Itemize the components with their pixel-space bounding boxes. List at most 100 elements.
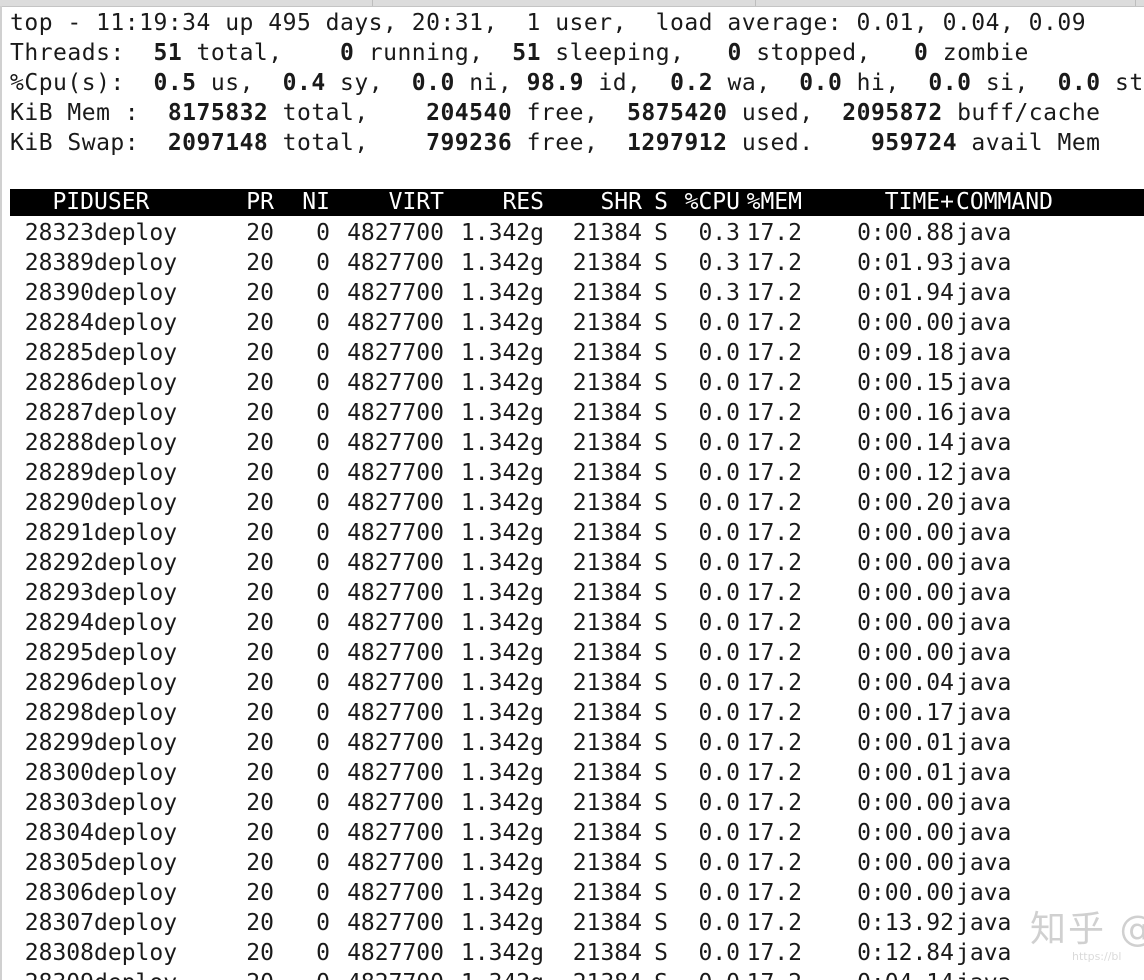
cell-time: 0:00.00 (857, 310, 954, 336)
process-row[interactable]: 28305 deploy 20 0 4827700 1.342g 21384 S 0.0 17.2… (10, 848, 1144, 878)
cell-command: java (956, 730, 1012, 756)
cell-pid: 28300 (24, 760, 94, 786)
cell-res: 1.342g (460, 760, 544, 786)
process-row[interactable]: 28299 deploy 20 0 4827700 1.342g 21384 S 0.0 17.2… (10, 728, 1144, 758)
cell-shr: 21384 (572, 490, 642, 516)
process-row[interactable]: 28390 deploy 20 0 4827700 1.342g 21384 S 0.3 17.2… (10, 278, 1144, 308)
cell-time: 0:00.20 (857, 490, 954, 516)
cell-virt: 4827700 (347, 610, 444, 636)
cpu-st-value: 0.0 (1057, 70, 1101, 96)
cell-pid: 28307 (24, 910, 94, 936)
cell-res: 1.342g (460, 880, 544, 906)
swap-used-value: 1297912 (627, 130, 728, 156)
cpu-hi-value: 0.0 (799, 70, 843, 96)
process-row[interactable]: 28292 deploy 20 0 4827700 1.342g 21384 S 0.0 17.2… (10, 548, 1144, 578)
cpu-us-label: us, (210, 70, 254, 96)
cell-pr: 20 (246, 340, 274, 366)
cell-virt: 4827700 (347, 520, 444, 546)
cell-virt: 4827700 (347, 730, 444, 756)
cell-cpu: 0.0 (698, 760, 740, 786)
process-row[interactable]: 28284 deploy 20 0 4827700 1.342g 21384 S 0.0 17.2… (10, 308, 1144, 338)
cell-mem: 17.2 (746, 490, 802, 516)
cell-pr: 20 (246, 220, 274, 246)
cell-ni: 0 (316, 730, 330, 756)
process-row[interactable]: 28300 deploy 20 0 4827700 1.342g 21384 S 0.0 17.2… (10, 758, 1144, 788)
cell-pid: 28309 (10, 968, 94, 980)
process-row[interactable]: 28295 deploy 20 0 4827700 1.342g 21384 S 0.0 17.2… (10, 638, 1144, 668)
process-row[interactable]: 28308 deploy 20 0 4827700 1.342g 21384 S 0.0 17.2… (10, 938, 1144, 968)
process-row[interactable]: 28286 deploy 20 0 4827700 1.342g 21384 S 0.0 17.2… (10, 368, 1144, 398)
cell-pr: 20 (246, 910, 274, 936)
threads-total-value: 51 (153, 40, 183, 66)
process-row[interactable]: 28307 deploy 20 0 4827700 1.342g 21384 S 0.0 17.2… (10, 908, 1144, 938)
cell-command: java (956, 640, 1012, 666)
process-row[interactable]: 28290 deploy 20 0 4827700 1.342g 21384 S 0.0 17.2… (10, 488, 1144, 518)
process-row[interactable]: 28291 deploy 20 0 4827700 1.342g 21384 S 0.0 17.2… (10, 518, 1144, 548)
col-header-shr: SHR (600, 189, 642, 215)
cell-state: S (654, 580, 668, 606)
process-row[interactable]: 28293 deploy 20 0 4827700 1.342g 21384 S 0.0 17.2… (10, 578, 1144, 608)
mem-used-value: 5875420 (627, 100, 728, 126)
threads-running-value: 0 (340, 40, 355, 66)
process-row[interactable]: 28289 deploy 20 0 4827700 1.342g 21384 S 0.0 17.2… (10, 458, 1144, 488)
cell-command: java (956, 250, 1012, 276)
process-row[interactable]: 28309deploy20048277001.342g21384S0.017.2… (10, 968, 1144, 980)
cell-ni: 0 (316, 370, 330, 396)
cell-shr: 21384 (572, 340, 642, 366)
cell-mem: 17.2 (746, 820, 802, 846)
cell-user: deploy (94, 250, 178, 276)
cell-cpu: 0.0 (698, 700, 740, 726)
cell-command: java (956, 430, 1012, 456)
col-header-virt: VIRT (388, 189, 444, 215)
cell-virt: 4827700 (347, 340, 444, 366)
cell-command: java (956, 310, 1012, 336)
cell-pid: 28285 (24, 340, 94, 366)
cell-shr: 21384 (572, 670, 642, 696)
cell-time: 0:00.00 (857, 520, 954, 546)
cpu-st-label: st (1114, 70, 1144, 96)
cell-pr: 20 (246, 550, 274, 576)
cell-time: 0:00.12 (857, 460, 954, 486)
cell-time: 0:00.00 (857, 820, 954, 846)
cell-res: 1.342g (460, 310, 544, 336)
process-row[interactable]: 28323 deploy 20 0 4827700 1.342g 21384 S 0.3 17.2… (10, 218, 1144, 248)
cell-command: java (956, 760, 1012, 786)
cell-cpu: 0.0 (698, 850, 740, 876)
cell-pr: 20 (246, 790, 274, 816)
cell-user: deploy (94, 730, 178, 756)
cell-pid: 28292 (24, 550, 94, 576)
cell-mem: 17.2 (746, 280, 802, 306)
cell-user: deploy (94, 430, 178, 456)
threads-stopped-label: stopped, (756, 40, 871, 66)
cell-shr: 21384 (572, 910, 642, 936)
process-row[interactable]: 28389 deploy 20 0 4827700 1.342g 21384 S 0.3 17.2… (10, 248, 1144, 278)
cell-virt: 4827700 (347, 640, 444, 666)
cell-state: S (654, 310, 668, 336)
process-row[interactable]: 28288 deploy 20 0 4827700 1.342g 21384 S 0.0 17.2… (10, 428, 1144, 458)
process-row[interactable]: 28296 deploy 20 0 4827700 1.342g 21384 S 0.0 17.2… (10, 668, 1144, 698)
mem-label: KiB Mem : (10, 100, 140, 126)
cell-virt: 4827700 (347, 370, 444, 396)
cell-user: deploy (94, 550, 178, 576)
cell-ni: 0 (316, 550, 330, 576)
process-row[interactable]: 28298 deploy 20 0 4827700 1.342g 21384 S 0.0 17.2… (10, 698, 1144, 728)
cell-virt: 4827700 (347, 790, 444, 816)
process-row[interactable]: 28285 deploy 20 0 4827700 1.342g 21384 S 0.0 17.2… (10, 338, 1144, 368)
process-row[interactable]: 28303 deploy 20 0 4827700 1.342g 21384 S 0.0 17.2… (10, 788, 1144, 818)
cell-time: 0:00.00 (857, 580, 954, 606)
cell-cpu: 0.3 (698, 220, 740, 246)
cell-pr: 20 (246, 730, 274, 756)
process-row[interactable]: 28287 deploy 20 0 4827700 1.342g 21384 S 0.0 17.2… (10, 398, 1144, 428)
process-row[interactable]: 28294 deploy 20 0 4827700 1.342g 21384 S 0.0 17.2… (10, 608, 1144, 638)
process-table-header: PID USER PR NI VIRT RES SHR S %CPU %MEM … (10, 189, 1144, 216)
swap-used-label: used. (741, 130, 814, 156)
cell-virt: 4827700 (347, 490, 444, 516)
process-row[interactable]: 28304 deploy 20 0 4827700 1.342g 21384 S 0.0 17.2… (10, 818, 1144, 848)
cell-time: 0:09.18 (857, 340, 954, 366)
process-row[interactable]: 28306 deploy 20 0 4827700 1.342g 21384 S 0.0 17.2… (10, 878, 1144, 908)
mem-buff-value: 2095872 (842, 100, 943, 126)
cell-shr: 21384 (572, 310, 642, 336)
cell-res: 1.342g (460, 340, 544, 366)
cell-cpu: 0.0 (698, 820, 740, 846)
